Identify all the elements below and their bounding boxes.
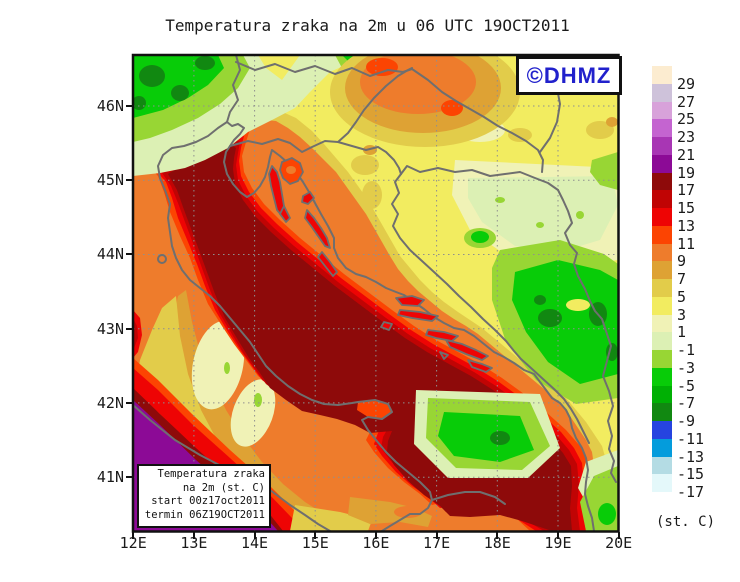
colorbar-label: -11 [677, 429, 705, 448]
colorbar-swatch [652, 172, 672, 191]
colorbar-swatch [652, 66, 672, 84]
colorbar-label: 15 [677, 199, 696, 217]
lat-tick-label: 46N [96, 97, 124, 115]
colorbar-label: 5 [677, 287, 687, 306]
colorbar-swatch [652, 137, 672, 155]
colorbar-swatch [652, 421, 672, 439]
lon-tick-label: 18E [483, 534, 511, 552]
lon-tick-label: 12E [119, 534, 147, 552]
colorbar-label: 25 [677, 110, 696, 129]
lat-tick-label: 42N [96, 393, 124, 412]
colorbar-swatch [652, 261, 672, 279]
colorbar-swatch [652, 350, 672, 368]
colorbar-label: 17 [677, 181, 696, 200]
lon-tick-label: 15E [301, 534, 329, 552]
colorbar-swatch [652, 225, 672, 244]
colorbar-label: 19 [677, 163, 696, 182]
page-title: Temperatura zraka na 2m u 06 UTC 19OCT20… [165, 16, 570, 35]
colorbar-swatch [652, 474, 672, 492]
lat-tick-mark [126, 105, 133, 107]
temperature-field [133, 55, 619, 532]
lon-tick-mark [374, 532, 377, 539]
info-line-3: start 00z17oct2011 [151, 495, 265, 507]
lon-tick-mark [617, 532, 620, 539]
east-pale-green-complex [414, 92, 618, 531]
lat-tick-mark [126, 253, 133, 256]
colorbar-label: 3 [677, 305, 687, 324]
colorbar-label: 13 [677, 216, 696, 235]
lat-tick-mark [126, 476, 133, 479]
colorbar-label: 23 [677, 128, 696, 146]
colorbar-label: -5 [677, 376, 696, 395]
adriatic-islands [268, 157, 493, 373]
dhmz-watermark-box: ©DHMZ [516, 56, 622, 95]
lon-tick-label: 20E [605, 534, 633, 552]
lon-tick-mark [253, 532, 256, 539]
colorbar-label: -7 [677, 394, 696, 413]
colorbar-unit-label: (st. C) [656, 514, 716, 530]
colorbar-swatch [652, 438, 672, 457]
colorbar-label: -9 [677, 412, 696, 430]
lon-tick-label: 19E [544, 534, 572, 552]
lon-tick-mark [192, 532, 195, 539]
colorbar-label: 27 [677, 92, 696, 111]
lon-tick-mark [132, 532, 135, 539]
colorbar-swatch [652, 190, 672, 208]
colorbar-label: -17 [677, 483, 705, 501]
lat-tick-label: 44N [96, 245, 124, 264]
colorbar-label: 11 [677, 234, 696, 253]
apennine-pale-patches [191, 320, 276, 447]
map-frame [131, 53, 620, 533]
colorbar-label: 9 [677, 252, 687, 271]
colorbar-label: 1 [677, 323, 687, 342]
lon-tick-mark [314, 532, 317, 539]
lon-tick-mark [435, 532, 438, 539]
info-line-4: termin 06Z19OCT2011 [144, 508, 265, 521]
colorbar-swatch [652, 296, 672, 315]
colorbar-swatch [652, 403, 672, 421]
colorbar-label: -13 [677, 447, 705, 466]
colorbar-swatch [652, 367, 672, 386]
colorbar-swatch [652, 314, 672, 333]
info-line-2: na 2m (st. C) [182, 481, 265, 494]
colorbar-swatch [652, 385, 672, 404]
colorbar-swatch [652, 154, 672, 173]
lat-tick-mark [126, 327, 133, 330]
colorbar-label: -1 [677, 341, 696, 359]
colorbar-swatch [652, 492, 672, 510]
lat-tick-label: 45N [96, 171, 124, 190]
lat-tick-mark [126, 401, 133, 404]
colorbar-swatch [652, 83, 672, 102]
lon-tick-label: 13E [180, 534, 208, 552]
colorbar-label: -15 [677, 465, 705, 484]
colorbar-swatch [652, 332, 672, 350]
lon-tick-mark [556, 532, 559, 539]
colorbar-label: -3 [677, 358, 696, 377]
colorbar-swatch [652, 119, 672, 137]
colorbar-label: 7 [677, 270, 687, 288]
colorbar-swatch [652, 101, 672, 120]
lat-tick-mark [126, 179, 133, 182]
info-line-1: Temperatura zraka [157, 468, 265, 480]
lon-tick-label: 16E [362, 534, 390, 552]
colorbar-swatch [652, 279, 672, 297]
colorbar-label: 21 [677, 145, 696, 164]
south-italy-land [290, 400, 432, 531]
colorbar-swatch [652, 456, 672, 475]
lon-tick-label: 17E [423, 534, 451, 552]
lon-tick-mark [496, 532, 499, 539]
colorbar-label: 29 [677, 74, 696, 93]
lat-tick-label: 43N [96, 319, 124, 338]
forecast-info-box: Temperatura zraka na 2m (st. C) start 00… [137, 464, 271, 528]
lon-tick-label: 14E [241, 534, 269, 552]
dhmz-logo-text: ©DHMZ [526, 62, 612, 88]
colorbar-swatch [652, 208, 672, 226]
lat-tick-label: 41N [96, 468, 124, 487]
colorbar-swatch [652, 243, 672, 262]
